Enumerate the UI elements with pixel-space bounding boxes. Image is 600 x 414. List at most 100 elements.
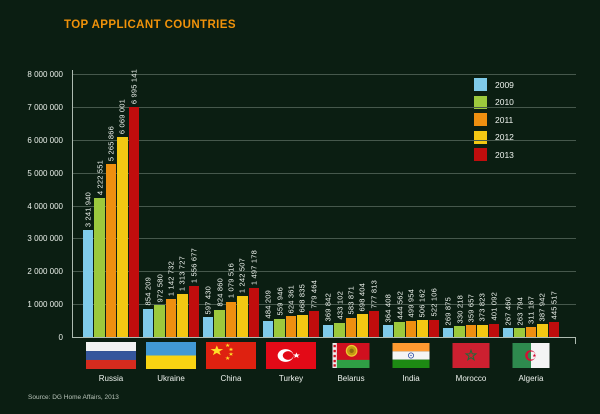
bar-value-label: 668 835	[297, 283, 307, 313]
flag-box	[392, 341, 430, 369]
ukraine-flag-icon	[146, 341, 196, 369]
bar-turkey-2010: 559 946	[274, 287, 285, 337]
country-algeria: Algeria	[512, 341, 550, 383]
bar-ukraine-2012: 1 313 727	[177, 256, 188, 337]
bar-belarus-2011: 583 871	[345, 286, 357, 337]
morocco-flag-icon	[452, 342, 490, 368]
belarus-flag-icon	[332, 342, 370, 368]
y-axis-tick-label: 3 000 000	[27, 234, 63, 244]
bar-group-russia: 3 241 940 4 222 551 5 265 866 6 069 001 6 99…	[83, 69, 140, 337]
legend: 2009 2010 2011 2012 2013	[474, 78, 514, 161]
x-axis-end-tick	[575, 338, 576, 344]
bar-morocco-2011: 359 657	[465, 294, 477, 337]
legend-label: 2012	[495, 132, 514, 142]
bar-algeria-2009: 267 460	[503, 297, 514, 337]
legend-item-2010: 2010	[474, 95, 514, 109]
russia-flag-icon	[86, 341, 136, 369]
bar-ukraine-2009: 854 209	[143, 277, 154, 337]
bar-value-label: 1 556 677	[189, 247, 199, 283]
legend-item-2013: 2013	[474, 148, 514, 161]
bar-value-label: 401 092	[489, 292, 499, 321]
bar-china-2011: 1 079 516	[225, 263, 237, 337]
bar-value-label: 269 875	[443, 296, 453, 326]
x-axis-category-label: Russia	[98, 374, 124, 383]
bar-algeria-2013: 445 517	[548, 291, 560, 337]
bar-china-2009: 597 430	[203, 286, 214, 337]
bar-group-belarus: 369 842 433 102 583 871 698 404 777 813	[323, 74, 380, 337]
country-india: India	[392, 341, 430, 383]
legend-swatch-icon	[474, 113, 487, 126]
turkey-flag-icon	[266, 341, 316, 369]
legend-swatch-icon	[474, 148, 487, 161]
bar-value-label: 1 079 516	[226, 263, 236, 299]
flag-box	[146, 341, 196, 369]
y-axis-tick-label: 7 000 000	[27, 102, 63, 112]
country-china: China	[206, 341, 256, 383]
bar-india-2012: 506 162	[417, 289, 428, 337]
bar-belarus-2013: 777 813	[368, 280, 380, 337]
bar-value-label: 506 162	[417, 288, 427, 318]
bar-value-label: 972 580	[154, 273, 164, 303]
flag-box	[86, 341, 136, 369]
bar-value-label: 624 361	[286, 284, 296, 314]
y-axis-tick-label: 6 000 000	[27, 135, 63, 145]
bar-india-2011: 499 954	[405, 289, 417, 337]
bar-value-label: 484 209	[263, 289, 273, 319]
bar-group-turkey: 484 209 559 946 624 361 668 835 779 464	[263, 74, 320, 337]
bar-value-label: 267 460	[503, 296, 513, 326]
x-axis-category-label: Belarus	[337, 374, 365, 383]
gridline	[72, 74, 576, 75]
flag-box	[512, 341, 550, 369]
bar-ukraine-2013: 1 556 677	[188, 248, 200, 337]
algeria-flag-icon	[512, 342, 550, 368]
legend-label: 2009	[495, 79, 514, 90]
bar-value-label: 779 464	[309, 279, 319, 309]
x-axis-category-label: Morocco	[455, 374, 487, 383]
y-axis-tick-label: 2 000 000	[27, 267, 63, 277]
bar-value-label: 330 218	[454, 294, 464, 324]
gridline	[72, 205, 576, 207]
bar-value-label: 597 430	[203, 285, 213, 315]
bar-russia-2009: 3 241 940	[83, 192, 94, 337]
bar-value-label: 1 242 507	[237, 257, 247, 294]
bar-value-label: 263 794	[514, 296, 524, 326]
legend-label: 2013	[495, 149, 514, 160]
bar-value-label: 777 813	[369, 279, 379, 309]
x-axis-line	[72, 337, 576, 338]
country-russia: Russia	[86, 341, 136, 383]
bar-russia-2013: 6 995 141	[128, 69, 140, 337]
bar-value-label: 6 995 141	[129, 68, 139, 105]
bar-india-2010: 444 562	[394, 291, 405, 337]
india-flag-icon	[392, 342, 430, 368]
bar-value-label: 359 657	[466, 293, 476, 323]
bar-value-label: 444 562	[394, 290, 404, 320]
gridline	[72, 139, 576, 141]
bar-algeria-2011: 311 167	[525, 296, 537, 337]
bar-ukraine-2011: 1 142 732	[165, 261, 177, 337]
bar-belarus-2009: 369 842	[323, 293, 334, 337]
bar-value-label: 1 497 178	[249, 249, 259, 285]
bar-belarus-2010: 433 102	[334, 291, 345, 337]
y-axis-tick-label: 5 000 000	[27, 168, 63, 178]
y-axis-tick-label: 1 000 000	[27, 300, 63, 310]
bar-china-2012: 1 242 507	[237, 258, 248, 337]
bar-china-2013: 1 497 178	[248, 250, 260, 337]
bar-value-label: 433 102	[334, 291, 344, 320]
bar-value-label: 698 404	[357, 282, 367, 312]
bar-morocco-2012: 373 823	[477, 293, 488, 337]
bar-value-label: 824 860	[214, 278, 224, 307]
legend-swatch-icon	[474, 78, 487, 91]
bar-belarus-2012: 698 404	[357, 283, 368, 337]
bar-value-label: 1 142 732	[166, 261, 176, 297]
bar-value-label: 369 842	[323, 293, 333, 322]
legend-item-2009: 2009	[474, 78, 514, 91]
bar-morocco-2013: 401 092	[488, 292, 500, 337]
flag-box	[332, 341, 370, 369]
bar-turkey-2009: 484 209	[263, 290, 274, 337]
bar-china-2010: 824 860	[214, 278, 225, 337]
gridline	[72, 172, 576, 174]
bar-group-morocco: 269 875 330 218 359 657 373 823 401 092	[443, 74, 500, 337]
bar-morocco-2010: 330 218	[454, 295, 465, 337]
gridline	[72, 271, 576, 273]
bar-morocco-2009: 269 875	[443, 297, 454, 337]
